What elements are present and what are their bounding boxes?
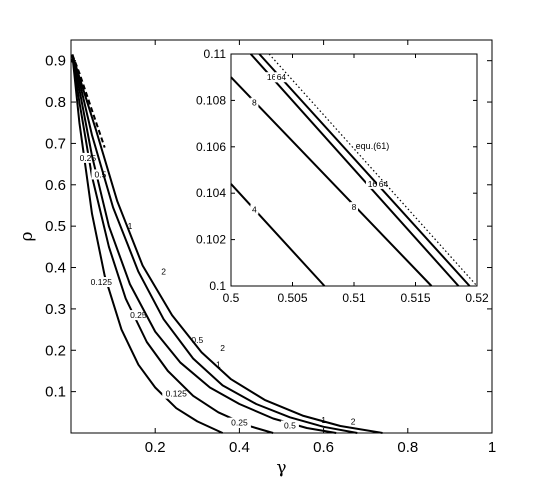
inset-y-tick-label: 0.108 — [196, 93, 226, 107]
contour-label: 0.25 — [130, 310, 147, 320]
contour-label-bg — [280, 420, 299, 431]
inset-contour-label: 8 — [252, 98, 257, 108]
y-tick-label: 0.1 — [45, 384, 66, 401]
contour-label-bg — [76, 152, 100, 163]
contour-label-bg — [218, 343, 227, 354]
contour-line-1 — [71, 54, 358, 434]
inset-y-tick-label: 0.104 — [196, 186, 226, 200]
contour-label-bg — [162, 388, 191, 399]
inset-x-tick-label: 0.52 — [465, 291, 489, 305]
contour-label: 0.25 — [231, 418, 248, 428]
contour-label: 2 — [351, 416, 356, 426]
inset-contour-line-8 — [230, 76, 433, 287]
x-tick-label: 0.8 — [397, 439, 418, 456]
inset-contour-label-bg — [365, 178, 379, 189]
x-tick-label: 0.2 — [145, 439, 166, 456]
contour-label: 1 — [128, 221, 133, 231]
y-tick-label: 0.8 — [45, 94, 66, 111]
inset-y-tick-label: 0.102 — [196, 233, 226, 247]
data-marker — [75, 75, 80, 80]
inset-contour-label: 4 — [252, 204, 257, 214]
inset-y-tick-label: 0.11 — [204, 47, 227, 61]
y-tick-label: 0.9 — [45, 53, 66, 70]
inset-x-tick-label: 0.515 — [400, 291, 430, 305]
contour-label-bg — [319, 414, 328, 425]
inset-y-tick-label: 0.1 — [209, 279, 226, 293]
inset-annotation: equ.(61) — [356, 141, 390, 151]
inset-contour-label-bg — [377, 178, 391, 189]
contour-label: 2 — [161, 267, 166, 277]
inset-contour-label-bg — [250, 97, 259, 108]
contour-label-bg — [188, 334, 207, 345]
inset-contour-label: 16 — [368, 179, 378, 189]
y-axis-title: ρ — [17, 232, 37, 242]
contour-label: 0.5 — [95, 169, 107, 179]
contour-line-0-5 — [71, 54, 337, 434]
contour-line-0-25 — [71, 54, 274, 434]
inset-contour-line-64 — [258, 53, 471, 287]
contour-label-bg — [87, 277, 116, 288]
contour-label-bg — [126, 310, 150, 321]
y-tick-label: 0.4 — [45, 260, 66, 277]
inset-y-tick-label: 0.106 — [196, 140, 226, 154]
x-tick-label: 0.4 — [229, 439, 250, 456]
contour-label: 0.125 — [91, 277, 113, 287]
inset-contour-label-bg — [265, 72, 279, 83]
y-tick-label: 0.7 — [45, 135, 66, 152]
inset-x-tick-label: 0.5 — [223, 291, 240, 305]
contour-line-0-125 — [71, 54, 224, 434]
contour-label-bg — [349, 416, 358, 427]
contour-label: 0.5 — [191, 335, 203, 345]
inset-contour-line-16 — [249, 53, 460, 287]
contour-label-bg — [91, 169, 110, 180]
contour-label-bg — [159, 266, 168, 277]
inset-contour-line-4 — [230, 183, 326, 287]
inset-plot: 0.5 0.505 0.51 0.515 0.52 0.1 0.102 0.104 0.106 0… — [196, 47, 489, 305]
x-tick-label: 1 — [488, 439, 496, 456]
y-tick-label: 0.6 — [45, 177, 66, 194]
data-marker — [73, 66, 78, 71]
data-marker — [70, 58, 75, 63]
x-tick-label: 0.6 — [313, 439, 334, 456]
contour-label: 1 — [216, 360, 221, 370]
x-axis-title: γ — [276, 458, 286, 478]
inset-contour-label-bg — [274, 72, 288, 83]
inset-contour-label: 64 — [379, 179, 389, 189]
inset-contour-label-bg — [250, 204, 259, 215]
contour-label: 0.5 — [284, 421, 296, 431]
y-tick-label: 0.5 — [45, 218, 66, 235]
contour-label: 0.125 — [166, 389, 188, 399]
inset-contour-label: 64 — [277, 72, 287, 82]
inset-contour-label: 8 — [352, 202, 357, 212]
contour-label: 2 — [220, 343, 225, 353]
contour-line-equ-61 — [71, 54, 106, 148]
contour-label: 1 — [321, 415, 326, 425]
y-tick-label: 0.3 — [45, 301, 66, 318]
contour-label-bg — [214, 359, 223, 370]
contour-line-2 — [71, 54, 383, 434]
y-tick-label: 0.2 — [45, 342, 66, 359]
contour-label-bg — [125, 221, 134, 232]
inset-contour-label: 16 — [267, 72, 277, 82]
inset-contour-label-bg — [350, 202, 358, 213]
contour-label: 0.25 — [80, 153, 97, 163]
inset-x-tick-label: 0.51 — [342, 291, 366, 305]
contour-label-bg — [227, 417, 251, 428]
inset-x-tick-label: 0.505 — [277, 291, 307, 305]
